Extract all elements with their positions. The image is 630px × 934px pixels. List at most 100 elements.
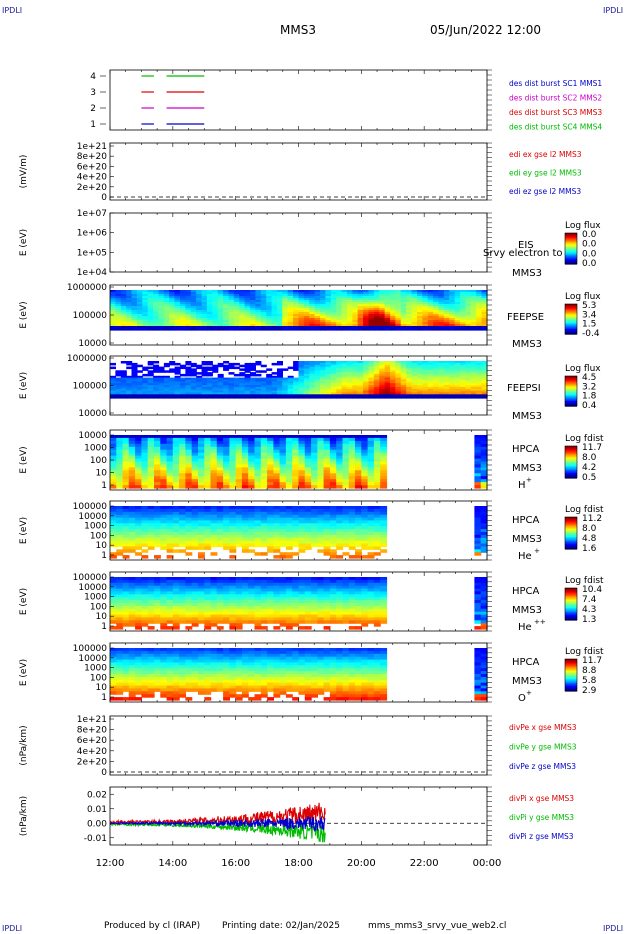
heatmap-cell bbox=[160, 529, 168, 533]
heatmap-cell bbox=[293, 296, 300, 299]
heatmap-cell bbox=[229, 546, 237, 550]
heatmap-cell bbox=[131, 377, 138, 381]
heatmap-cell bbox=[470, 372, 477, 375]
heatmap-cell bbox=[317, 440, 325, 445]
heatmap-cell bbox=[298, 452, 306, 457]
heatmap-cell bbox=[481, 392, 488, 395]
heatmap-cell bbox=[330, 388, 337, 392]
heatmap-cell bbox=[422, 306, 429, 309]
heatmap-cell bbox=[235, 506, 243, 510]
heatmap-cell bbox=[287, 304, 294, 307]
heatmap-cell bbox=[180, 304, 186, 307]
heatmap-cell bbox=[160, 540, 168, 545]
heatmap-cell bbox=[217, 394, 224, 397]
heatmap-cell bbox=[347, 294, 353, 297]
heatmap-cell bbox=[169, 386, 176, 390]
heatmap-cell bbox=[336, 324, 343, 327]
heatmap-cell bbox=[190, 396, 197, 399]
heatmap-cell bbox=[128, 514, 136, 519]
heatmap-cell bbox=[330, 318, 337, 321]
heatmap-cell bbox=[212, 385, 219, 388]
heatmap-cell bbox=[235, 540, 243, 545]
heatmap-cell bbox=[427, 362, 434, 366]
heatmap-cell bbox=[390, 292, 397, 295]
heatmap-cell bbox=[147, 362, 154, 366]
heatmap-cell bbox=[179, 511, 186, 516]
heatmap-cell bbox=[174, 326, 181, 329]
heatmap-cell bbox=[474, 534, 482, 539]
heatmap-cell bbox=[135, 437, 142, 442]
heatmap-cell bbox=[347, 385, 353, 388]
colorbar-tick-label: 5.3 bbox=[582, 301, 596, 311]
heatmap-cell bbox=[185, 383, 192, 386]
heatmap-feepsi bbox=[110, 361, 488, 399]
heatmap-cell bbox=[110, 326, 116, 329]
heatmap-cell bbox=[481, 385, 488, 388]
heatmap-cell bbox=[172, 461, 180, 465]
heatmap-cell bbox=[325, 294, 332, 297]
heatmap-cell bbox=[330, 375, 337, 379]
heatmap-cell bbox=[438, 308, 445, 311]
heatmap-cell bbox=[233, 396, 240, 399]
heatmap-cell bbox=[115, 394, 122, 397]
heatmap-cell bbox=[443, 368, 450, 371]
heatmap-cell bbox=[347, 292, 353, 295]
heatmap-cell bbox=[348, 449, 356, 454]
heatmap-cell bbox=[427, 328, 434, 331]
heatmap-cell bbox=[163, 375, 170, 379]
heatmap-cell bbox=[174, 388, 181, 392]
y-tick-label: 1e+04 bbox=[77, 268, 108, 278]
heatmap-cell bbox=[341, 366, 348, 370]
heatmap-cell bbox=[285, 449, 293, 454]
heatmap-cell bbox=[223, 467, 230, 471]
heatmap-cell bbox=[292, 534, 300, 539]
y-tick-label: 1 bbox=[101, 481, 107, 491]
heatmap-cell bbox=[474, 520, 482, 524]
heatmap-cell bbox=[363, 298, 370, 301]
heatmap-cell bbox=[287, 296, 294, 299]
heatmap-cell bbox=[476, 318, 483, 321]
heatmap-cell bbox=[260, 385, 267, 388]
heatmap-cell bbox=[361, 543, 369, 548]
heatmap-cell bbox=[380, 440, 388, 445]
heatmap-cell bbox=[136, 308, 143, 311]
heatmap-cell bbox=[323, 482, 331, 486]
heatmap-cell bbox=[206, 290, 213, 293]
heatmap-cell bbox=[235, 517, 243, 522]
heatmap-cell bbox=[260, 316, 267, 319]
heatmap-cell bbox=[361, 506, 369, 510]
heatmap-cell bbox=[373, 364, 380, 368]
heatmap-cell bbox=[367, 534, 375, 539]
heatmap-cell bbox=[329, 435, 337, 439]
heatmap-cell bbox=[135, 626, 142, 630]
heatmap-cell bbox=[174, 362, 181, 366]
heatmap-cell bbox=[348, 482, 356, 486]
colorbar-cell bbox=[565, 458, 577, 460]
heatmap-cell bbox=[287, 375, 294, 379]
heatmap-cell bbox=[217, 381, 224, 384]
heatmap-cell bbox=[136, 300, 143, 303]
heatmap-cell bbox=[174, 292, 181, 295]
heatmap-cell bbox=[298, 549, 306, 553]
heatmap-cell bbox=[352, 373, 359, 377]
colorbar-tick-label: 1.6 bbox=[582, 544, 597, 554]
heatmap-cell bbox=[191, 446, 199, 451]
heatmap-cell bbox=[267, 532, 274, 536]
heatmap-cell bbox=[154, 440, 161, 445]
heatmap-cell bbox=[255, 394, 262, 397]
heatmap-cell bbox=[128, 608, 136, 613]
heatmap-cell bbox=[229, 508, 237, 513]
heatmap-cell bbox=[196, 292, 203, 295]
heatmap-cell bbox=[411, 320, 418, 323]
heatmap-cell bbox=[320, 372, 326, 375]
heatmap-cell bbox=[180, 394, 186, 397]
heatmap-cell bbox=[254, 443, 262, 448]
heatmap-cell bbox=[298, 440, 306, 445]
heatmap-cell bbox=[131, 396, 138, 399]
heatmap-cell bbox=[277, 390, 283, 394]
heatmap-cell bbox=[417, 296, 423, 299]
heatmap-cell bbox=[400, 368, 407, 371]
heatmap-cell bbox=[357, 370, 364, 373]
heatmap-cell bbox=[380, 537, 388, 542]
heatmap-cell bbox=[190, 364, 197, 368]
